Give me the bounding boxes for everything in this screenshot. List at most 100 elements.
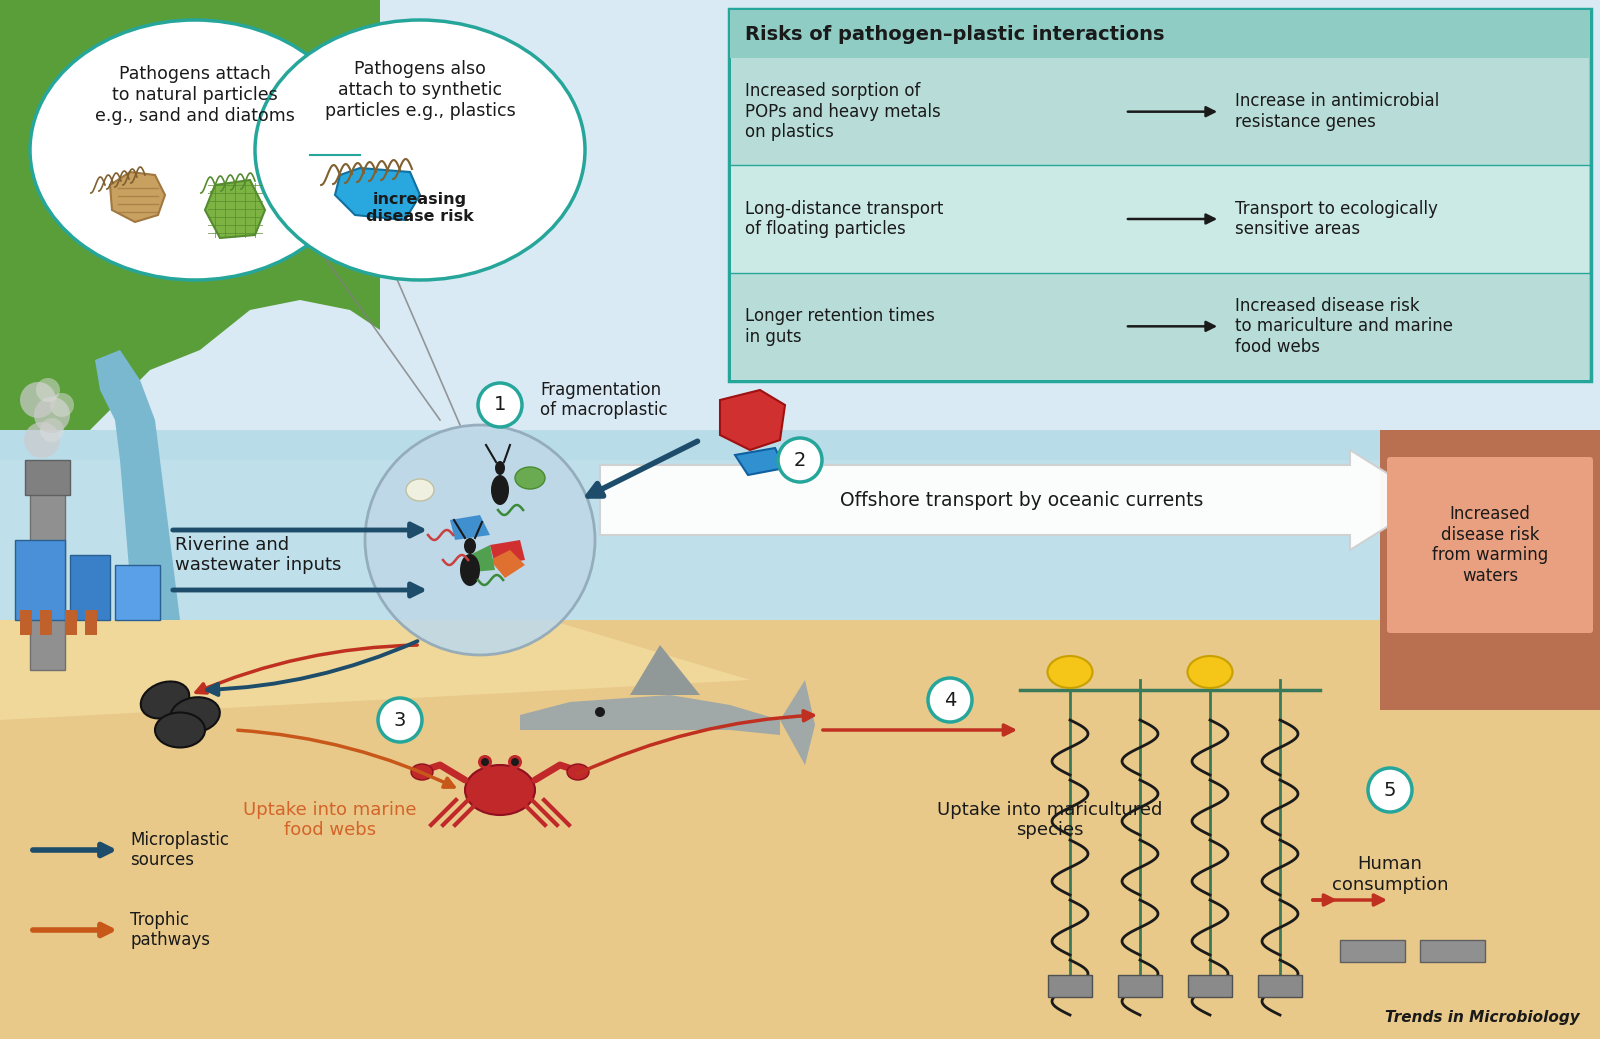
Text: Risks of pathogen–plastic interactions: Risks of pathogen–plastic interactions bbox=[746, 25, 1165, 44]
Bar bbox=[0, 0, 1600, 680]
Circle shape bbox=[34, 397, 70, 433]
Ellipse shape bbox=[406, 479, 434, 501]
FancyArrow shape bbox=[600, 450, 1430, 550]
Text: Longer retention times
in guts: Longer retention times in guts bbox=[746, 307, 934, 346]
Text: Long-distance transport
of floating particles: Long-distance transport of floating part… bbox=[746, 199, 944, 238]
Text: Uptake into maricultured
species: Uptake into maricultured species bbox=[938, 801, 1163, 840]
Circle shape bbox=[40, 418, 64, 442]
Text: Uptake into marine
food webs: Uptake into marine food webs bbox=[243, 801, 416, 840]
Circle shape bbox=[778, 438, 822, 482]
Ellipse shape bbox=[411, 764, 434, 780]
Circle shape bbox=[24, 422, 61, 458]
Polygon shape bbox=[94, 350, 200, 640]
Polygon shape bbox=[205, 180, 266, 238]
Ellipse shape bbox=[1187, 656, 1232, 688]
Bar bbox=[26, 460, 70, 495]
Text: Increase in antimicrobial
resistance genes: Increase in antimicrobial resistance gen… bbox=[1235, 92, 1440, 131]
Text: Offshore transport by oceanic currents: Offshore transport by oceanic currents bbox=[840, 490, 1203, 509]
Bar bbox=[30, 490, 66, 670]
Bar bbox=[1341, 940, 1405, 962]
FancyBboxPatch shape bbox=[1387, 457, 1594, 633]
Ellipse shape bbox=[566, 764, 589, 780]
Polygon shape bbox=[334, 168, 419, 220]
Polygon shape bbox=[734, 448, 786, 475]
Text: Human
consumption: Human consumption bbox=[1331, 855, 1448, 894]
Text: Fragmentation
of macroplastic: Fragmentation of macroplastic bbox=[541, 380, 667, 420]
Text: Increased sorption of
POPs and heavy metals
on plastics: Increased sorption of POPs and heavy met… bbox=[746, 82, 941, 141]
Text: 2: 2 bbox=[794, 451, 806, 470]
Bar bbox=[85, 610, 98, 635]
Ellipse shape bbox=[170, 697, 219, 732]
Ellipse shape bbox=[461, 554, 480, 586]
FancyBboxPatch shape bbox=[730, 9, 1590, 381]
Polygon shape bbox=[450, 515, 490, 540]
Circle shape bbox=[365, 425, 595, 655]
Polygon shape bbox=[520, 695, 781, 735]
Text: Increased
disease risk
from warming
waters: Increased disease risk from warming wate… bbox=[1432, 505, 1549, 585]
Text: Pathogens attach
to natural particles
e.g., sand and diatoms: Pathogens attach to natural particles e.… bbox=[94, 65, 294, 125]
Bar bbox=[731, 272, 1589, 380]
Bar bbox=[1048, 975, 1091, 997]
Bar bbox=[70, 555, 110, 620]
Circle shape bbox=[1368, 768, 1413, 812]
Bar bbox=[19, 610, 32, 635]
Ellipse shape bbox=[30, 20, 360, 279]
Bar bbox=[731, 58, 1589, 165]
Text: Riverine and
wastewater inputs: Riverine and wastewater inputs bbox=[174, 535, 341, 575]
Polygon shape bbox=[720, 390, 786, 450]
Ellipse shape bbox=[491, 475, 509, 505]
Polygon shape bbox=[0, 0, 381, 500]
Text: Pathogens also
attach to synthetic
particles e.g., plastics: Pathogens also attach to synthetic parti… bbox=[325, 60, 515, 119]
Bar bbox=[14, 540, 66, 620]
Circle shape bbox=[478, 383, 522, 427]
Circle shape bbox=[478, 755, 493, 769]
Polygon shape bbox=[490, 540, 525, 565]
Ellipse shape bbox=[1048, 656, 1093, 688]
Ellipse shape bbox=[466, 765, 534, 815]
Ellipse shape bbox=[515, 467, 546, 489]
Bar bbox=[1258, 975, 1302, 997]
Circle shape bbox=[50, 393, 74, 417]
Bar bbox=[40, 610, 51, 635]
Bar bbox=[730, 10, 1590, 58]
Polygon shape bbox=[781, 680, 814, 765]
Text: Microplastic
sources: Microplastic sources bbox=[130, 830, 229, 870]
Text: Increased disease risk
to mariculture and marine
food webs: Increased disease risk to mariculture an… bbox=[1235, 296, 1453, 356]
Text: 1: 1 bbox=[494, 396, 506, 415]
Ellipse shape bbox=[141, 682, 189, 719]
Bar bbox=[1421, 940, 1485, 962]
Circle shape bbox=[510, 758, 518, 766]
Text: 3: 3 bbox=[394, 711, 406, 729]
Polygon shape bbox=[490, 550, 525, 578]
Bar bbox=[0, 460, 1600, 630]
Bar bbox=[731, 165, 1589, 272]
Circle shape bbox=[35, 378, 61, 402]
Polygon shape bbox=[470, 545, 494, 572]
Bar bbox=[0, 430, 1600, 680]
Bar bbox=[115, 565, 160, 620]
Bar bbox=[1379, 430, 1600, 710]
Circle shape bbox=[19, 382, 56, 418]
Ellipse shape bbox=[494, 461, 506, 475]
Circle shape bbox=[595, 707, 605, 717]
Text: increasing
disease risk: increasing disease risk bbox=[366, 192, 474, 224]
Circle shape bbox=[928, 678, 973, 722]
Circle shape bbox=[482, 758, 490, 766]
Circle shape bbox=[378, 698, 422, 742]
Circle shape bbox=[509, 755, 522, 769]
Text: Trophic
pathways: Trophic pathways bbox=[130, 910, 210, 950]
Bar bbox=[1118, 975, 1162, 997]
Bar bbox=[1187, 975, 1232, 997]
Bar bbox=[66, 610, 77, 635]
Polygon shape bbox=[0, 620, 750, 720]
Text: 4: 4 bbox=[944, 691, 957, 710]
Bar bbox=[0, 620, 1600, 1039]
Text: 5: 5 bbox=[1384, 780, 1397, 799]
Ellipse shape bbox=[464, 538, 477, 554]
Polygon shape bbox=[110, 172, 165, 222]
Ellipse shape bbox=[254, 20, 586, 279]
Ellipse shape bbox=[155, 713, 205, 747]
Text: Trends in Microbiology: Trends in Microbiology bbox=[1386, 1010, 1581, 1025]
Text: Transport to ecologically
sensitive areas: Transport to ecologically sensitive area… bbox=[1235, 199, 1438, 238]
Polygon shape bbox=[630, 645, 701, 695]
